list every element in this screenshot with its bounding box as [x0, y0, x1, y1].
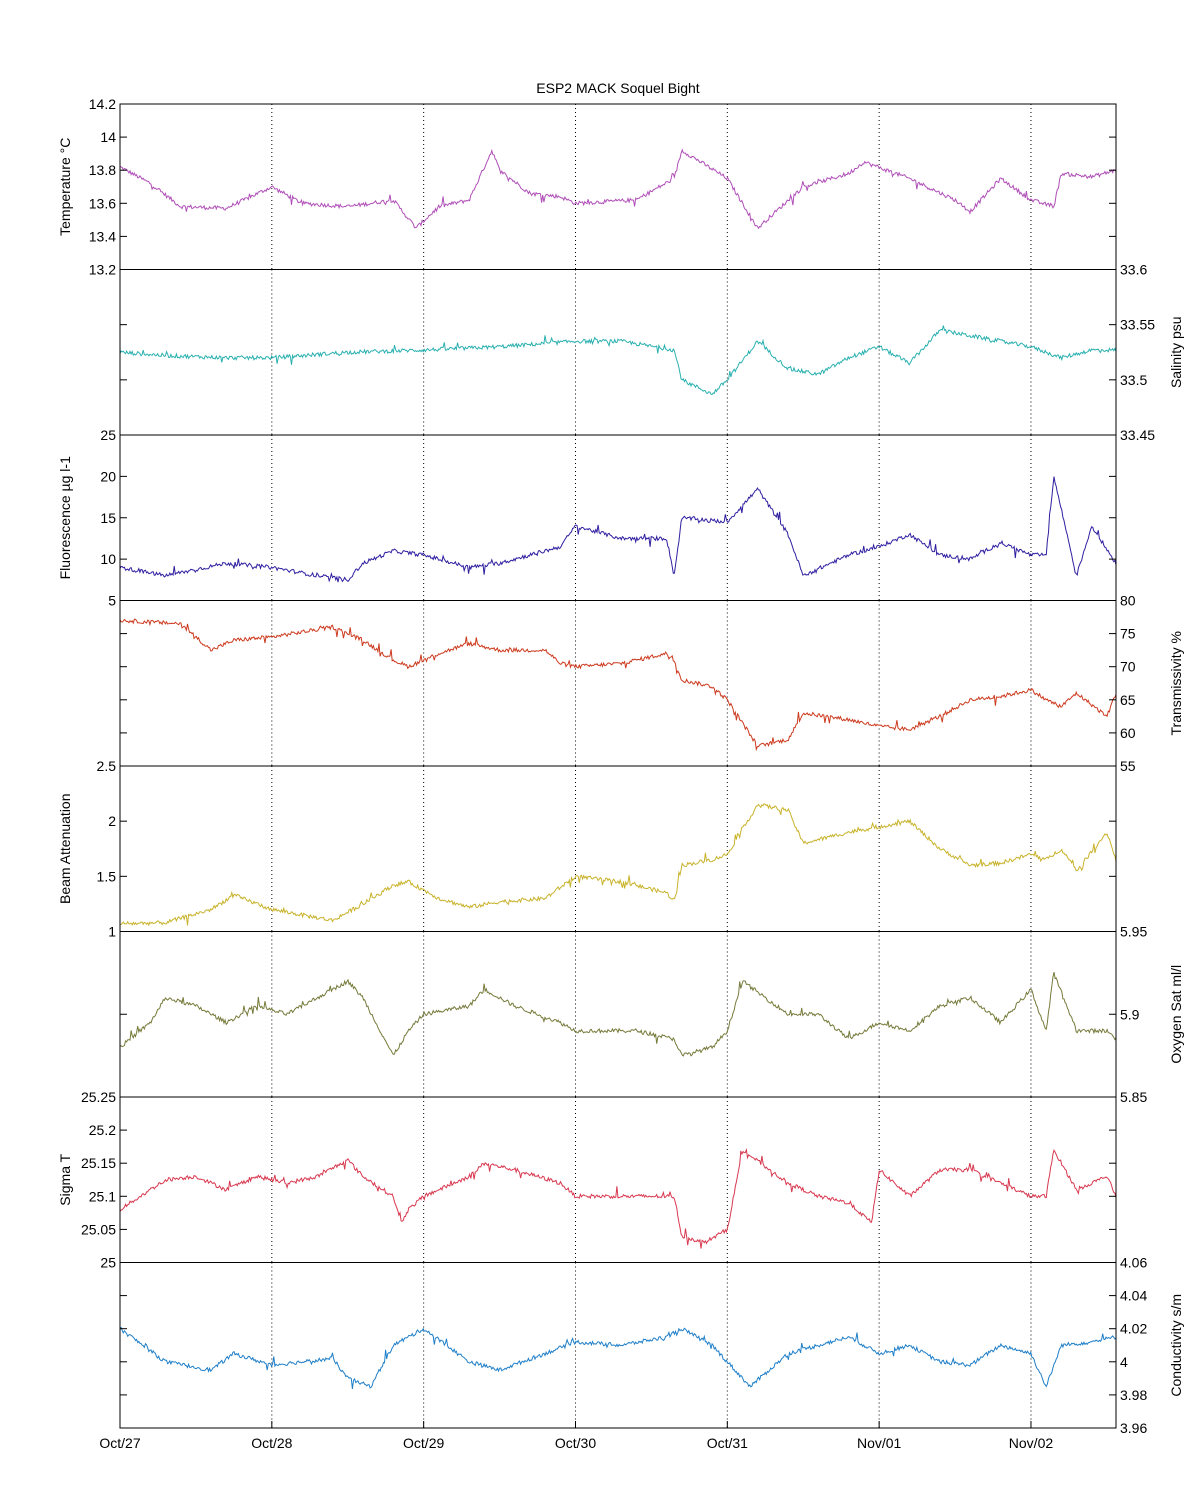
y-tick-label: 5.85 — [1120, 1089, 1147, 1105]
y-tick-label: 2.5 — [97, 758, 117, 774]
y-tick-label: 25.25 — [81, 1089, 116, 1105]
series-line — [119, 1147, 1117, 1249]
y-tick-label: 55 — [1120, 758, 1136, 774]
panel-fluorescence-g-l-: 5 10 15 20 25 Fluorescence µg l-1 — [57, 427, 1117, 609]
y-tick-label: 13.2 — [89, 262, 116, 278]
y-tick-label: 13.8 — [89, 162, 116, 178]
x-tick-label: Oct/27 — [99, 1435, 140, 1451]
panel-frame — [119, 269, 1117, 436]
y-tick-label: 25.15 — [81, 1155, 116, 1171]
panel-frame — [119, 600, 1117, 767]
chart-title: ESP2 MACK Soquel Bight — [536, 80, 700, 96]
y-axis-label: Temperature °C — [57, 138, 73, 236]
x-tick-label: Nov/02 — [1009, 1435, 1054, 1451]
y-tick-label: 80 — [1120, 593, 1136, 609]
y-tick-label: 33.55 — [1120, 317, 1155, 333]
y-axis-label: Conductivity s/m — [1168, 1294, 1184, 1397]
y-tick-label: 13.4 — [89, 228, 116, 244]
y-tick-label: 60 — [1120, 725, 1136, 741]
y-tick-label: 25 — [100, 427, 116, 443]
panel-frame — [119, 434, 1117, 601]
y-axis-label: Transmissivity % — [1168, 631, 1184, 736]
y-axis-label: Salinity psu — [1168, 316, 1184, 388]
y-axis-label: Oxygen Sat ml/l — [1168, 965, 1184, 1064]
y-tick-label: 4.04 — [1120, 1288, 1147, 1304]
y-tick-label: 13.6 — [89, 195, 116, 211]
y-tick-label: 3.96 — [1120, 1420, 1147, 1436]
y-tick-label: 4 — [1120, 1354, 1128, 1370]
y-tick-label: 14 — [100, 129, 116, 145]
panel-frame — [119, 931, 1117, 1098]
panel-frame — [119, 103, 1117, 270]
x-tick-label: Oct/31 — [707, 1435, 748, 1451]
y-tick-label: 25.05 — [81, 1221, 116, 1237]
series-line — [119, 325, 1117, 396]
y-tick-label: 5.9 — [1120, 1006, 1140, 1022]
y-tick-label: 20 — [100, 468, 116, 484]
y-tick-label: 3.98 — [1120, 1387, 1147, 1403]
x-tick-label: Oct/28 — [251, 1435, 292, 1451]
y-tick-label: 14.2 — [89, 96, 116, 112]
x-tick-label: Oct/29 — [403, 1435, 444, 1451]
y-tick-label: 25 — [100, 1255, 116, 1271]
series-line — [119, 803, 1117, 927]
panel-conductivity-s-m: 3.96 3.98 4 4.02 4.04 4.06 Conductivity s/m — [119, 1255, 1184, 1436]
panel-salinity-psu: 33.45 33.5 33.55 33.6 Salinity psu — [119, 262, 1184, 443]
series-line — [119, 1326, 1117, 1389]
y-tick-label: 33.5 — [1120, 372, 1147, 388]
y-tick-label: 4.02 — [1120, 1321, 1147, 1337]
y-tick-label: 2 — [108, 813, 116, 829]
y-tick-label: 25.1 — [89, 1188, 116, 1204]
panel-frame — [119, 1262, 1117, 1429]
panel-oxygen-sat-ml-l: 5.85 5.9 5.95 Oxygen Sat ml/l — [119, 924, 1184, 1105]
y-axis-label: Sigma T — [57, 1153, 73, 1205]
y-tick-label: 5 — [108, 593, 116, 609]
x-tick-label: Nov/01 — [857, 1435, 902, 1451]
panel-transmissivity-: 55 60 65 70 75 80 Transmissivity % — [119, 593, 1184, 774]
panel-sigma-t: 25 25.05 25.1 25.15 25.2 25.25 Sigma T — [57, 1089, 1117, 1271]
y-axis-label: Beam Attenuation — [57, 793, 73, 904]
y-axis-label: Fluorescence µg l-1 — [57, 456, 73, 579]
y-tick-label: 10 — [100, 551, 116, 567]
y-tick-label: 4.06 — [1120, 1255, 1147, 1271]
y-tick-label: 70 — [1120, 659, 1136, 675]
series-line — [119, 476, 1117, 583]
y-tick-label: 1.5 — [97, 868, 117, 884]
series-line — [119, 618, 1117, 752]
panel-beam-attenuation: 1 1.5 2 2.5 Beam Attenuation — [57, 758, 1117, 940]
y-tick-label: 25.2 — [89, 1122, 116, 1138]
y-tick-label: 33.6 — [1120, 262, 1147, 278]
y-tick-label: 15 — [100, 510, 116, 526]
x-tick-label: Oct/30 — [555, 1435, 596, 1451]
y-tick-label: 33.45 — [1120, 427, 1155, 443]
y-tick-label: 1 — [108, 924, 116, 940]
panel-frame — [119, 765, 1117, 932]
y-tick-label: 65 — [1120, 692, 1136, 708]
y-tick-label: 5.95 — [1120, 924, 1147, 940]
series-line — [119, 971, 1117, 1057]
panel-temperature-c: 13.2 13.4 13.6 13.8 14 14.2 Temperature °C — [57, 96, 1117, 278]
y-tick-label: 75 — [1120, 626, 1136, 642]
series-line — [119, 148, 1117, 230]
